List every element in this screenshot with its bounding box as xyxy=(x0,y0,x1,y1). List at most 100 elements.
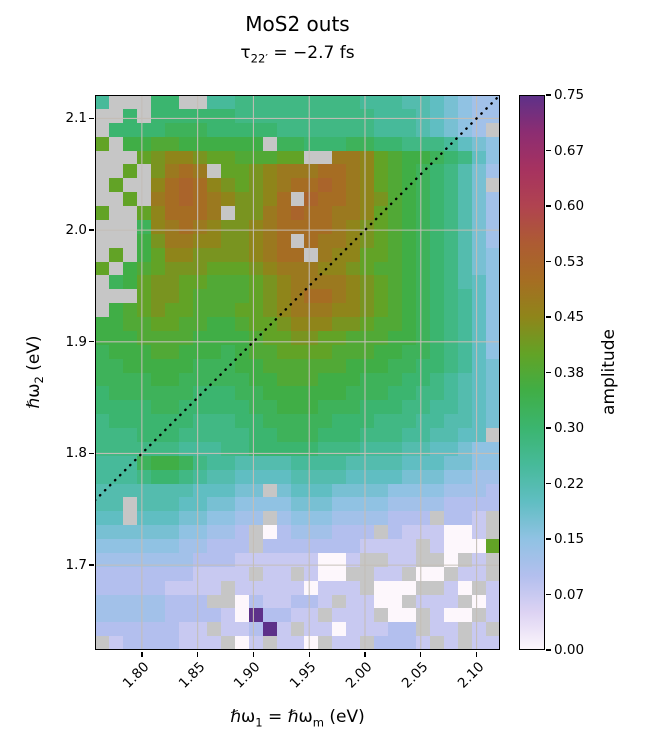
heatmap-cell xyxy=(248,247,263,262)
heatmap-cell xyxy=(388,386,403,401)
heatmap-cell xyxy=(430,330,445,345)
heatmap-cell xyxy=(458,275,473,290)
heatmap-cell xyxy=(290,164,305,179)
heatmap-cell xyxy=(388,192,403,206)
heatmap-cell xyxy=(444,525,459,539)
heatmap-cell xyxy=(430,525,445,539)
heatmap-cell xyxy=(290,580,305,595)
heatmap-cell xyxy=(430,552,445,567)
heatmap-cell xyxy=(108,525,123,539)
heatmap-cell xyxy=(416,511,431,526)
heatmap-cell xyxy=(164,108,179,123)
heatmap-cell xyxy=(430,261,445,276)
heatmap-cell xyxy=(122,414,137,428)
heatmap-cell xyxy=(290,289,305,304)
heatmap-cell xyxy=(346,247,361,262)
heatmap-cell xyxy=(430,594,445,609)
heatmap-cell xyxy=(360,275,375,290)
heatmap-cell xyxy=(332,178,347,193)
heatmap-cell xyxy=(430,386,445,401)
heatmap-cell xyxy=(402,275,417,290)
heatmap-cell xyxy=(360,358,375,373)
heatmap-cell xyxy=(122,400,137,415)
heatmap-cell xyxy=(192,206,207,220)
heatmap-cell xyxy=(108,136,123,151)
heatmap-cell xyxy=(164,608,179,623)
heatmap-cell xyxy=(430,358,445,373)
heatmap-cell xyxy=(164,400,179,415)
heatmap-cell xyxy=(416,525,431,539)
heatmap-cell xyxy=(430,400,445,415)
heatmap-cell xyxy=(234,497,249,512)
heatmap-cell xyxy=(472,372,487,387)
heatmap-cell xyxy=(95,136,109,151)
heatmap-cell xyxy=(108,386,123,401)
heatmap-cell xyxy=(486,566,500,581)
heatmap-cell xyxy=(304,247,319,262)
heatmap-cell xyxy=(346,428,361,442)
heatmap-cell xyxy=(192,150,207,165)
heatmap-cell xyxy=(374,455,389,470)
heatmap-cell xyxy=(360,261,375,276)
heatmap-cell xyxy=(122,441,137,456)
heatmap-cell xyxy=(164,164,179,179)
heatmap-cell xyxy=(458,303,473,317)
heatmap-cell xyxy=(108,219,123,234)
heatmap-cell xyxy=(332,441,347,456)
heatmap-cell xyxy=(486,441,500,456)
heatmap-cell xyxy=(416,594,431,609)
heatmap-cell xyxy=(360,386,375,401)
heatmap-cell xyxy=(388,122,403,137)
heatmap-cell xyxy=(262,122,277,137)
heatmap-cell xyxy=(346,636,361,650)
heatmap-cell xyxy=(150,608,165,623)
heatmap-cell xyxy=(192,636,207,650)
heatmap-cell xyxy=(178,219,193,234)
heatmap-cell xyxy=(150,164,165,179)
heatmap-cell xyxy=(458,95,473,109)
heatmap-cell xyxy=(108,594,123,609)
heatmap-cell xyxy=(150,206,165,220)
heatmap-cell xyxy=(206,525,221,539)
heatmap-cell xyxy=(486,428,500,442)
heatmap-cell xyxy=(360,525,375,539)
heatmap-cell xyxy=(374,108,389,123)
heatmap-cell xyxy=(388,566,403,581)
heatmap-cell xyxy=(206,206,221,220)
heatmap-cell xyxy=(416,108,431,123)
heatmap-cell xyxy=(220,525,235,539)
heatmap-cell xyxy=(486,497,500,512)
heatmap-cell xyxy=(290,122,305,137)
heatmap-cell xyxy=(486,178,500,193)
heatmap-cell xyxy=(472,150,487,165)
heatmap-cell xyxy=(150,358,165,373)
heatmap-cell xyxy=(304,539,319,553)
heatmap-cell xyxy=(486,552,500,567)
heatmap-cell xyxy=(402,206,417,220)
heatmap-cell xyxy=(164,317,179,331)
heatmap-cell xyxy=(332,455,347,470)
heatmap-cell xyxy=(444,206,459,220)
heatmap-cell xyxy=(136,219,151,234)
heatmap-cell xyxy=(416,580,431,595)
heatmap-cell xyxy=(416,233,431,248)
heatmap-cell xyxy=(346,469,361,484)
heatmap-cell xyxy=(234,525,249,539)
heatmap-cell xyxy=(374,525,389,539)
heatmap-cell xyxy=(276,247,291,262)
heatmap-cell xyxy=(108,455,123,470)
heatmap-cell xyxy=(472,455,487,470)
heatmap-cell xyxy=(206,386,221,401)
heatmap-cell xyxy=(164,261,179,276)
heatmap-cell xyxy=(416,247,431,262)
heatmap-cell xyxy=(430,303,445,317)
heatmap-cell xyxy=(95,428,109,442)
heatmap-cell xyxy=(304,483,319,498)
heatmap-cell xyxy=(486,330,500,345)
heatmap-cell xyxy=(276,164,291,179)
x-axis-tick-label: 1.95 xyxy=(286,659,320,692)
heatmap-cell xyxy=(416,344,431,359)
heatmap-cell xyxy=(290,344,305,359)
heatmap-cell xyxy=(360,441,375,456)
heatmap-cell xyxy=(262,636,277,650)
